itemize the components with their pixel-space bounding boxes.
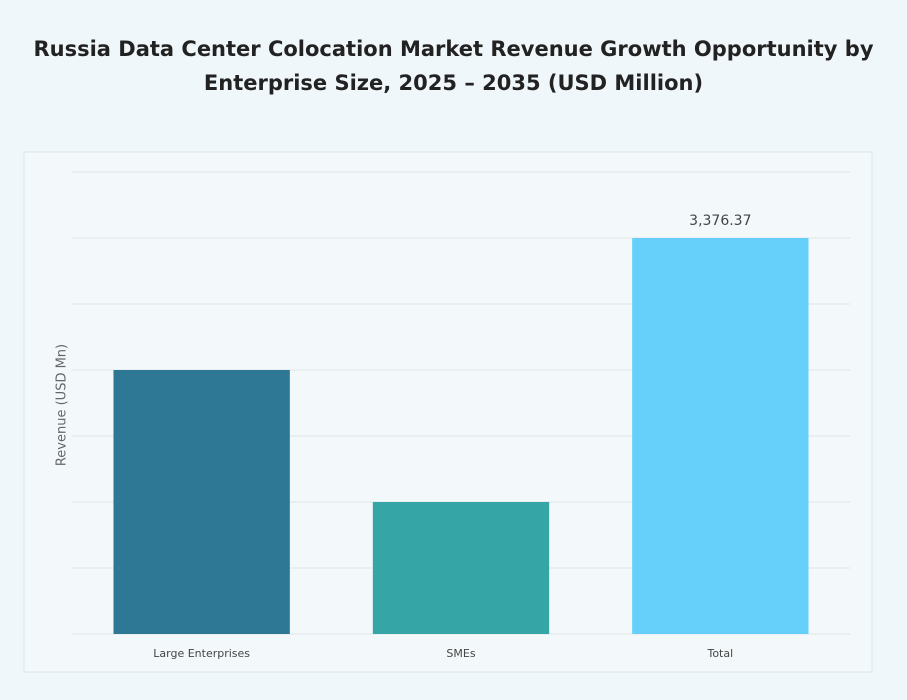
x-tick-label: Large Enterprises: [153, 647, 250, 660]
bar: [113, 370, 290, 634]
bar: [632, 238, 809, 634]
x-tick-label: Total: [706, 647, 733, 660]
y-axis-label: Revenue (USD Mn): [55, 344, 70, 466]
value-label: 3,376.37: [689, 213, 751, 229]
x-tick-label: SMEs: [446, 647, 475, 660]
bar: [372, 501, 550, 634]
chart-title: Russia Data Center Colocation Market Rev…: [33, 37, 874, 95]
